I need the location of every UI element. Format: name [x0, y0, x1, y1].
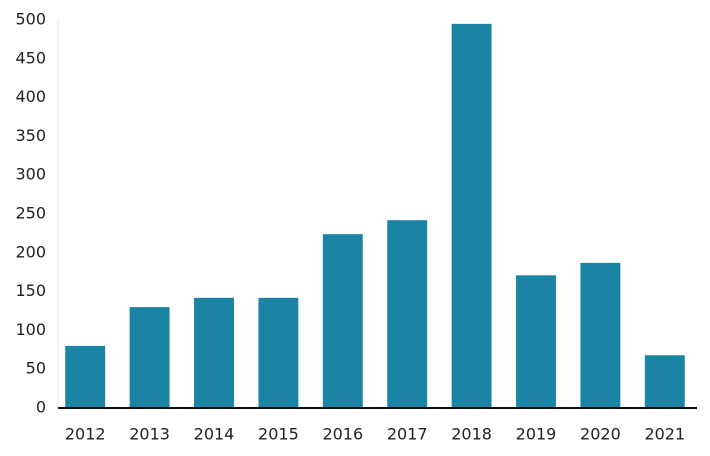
x-tick-label: 2015	[258, 425, 299, 444]
bar	[65, 345, 106, 408]
y-tick-label: 50	[26, 359, 46, 378]
y-tick-label: 200	[15, 242, 46, 261]
y-tick-label: 100	[15, 320, 46, 339]
y-tick-label: 400	[15, 87, 46, 106]
y-tick-label: 450	[15, 48, 46, 67]
x-tick-label: 2013	[129, 425, 170, 444]
x-tick-label: 2019	[516, 425, 557, 444]
x-tick-label: 2012	[65, 425, 106, 444]
y-tick-label: 500	[15, 10, 46, 29]
y-tick-label: 250	[15, 204, 46, 223]
bar	[194, 297, 234, 408]
x-tick-label: 2018	[451, 425, 492, 444]
bar	[258, 297, 299, 408]
bar	[516, 275, 556, 408]
bar	[644, 355, 685, 408]
bar	[322, 234, 363, 408]
bar	[580, 262, 621, 408]
x-tick-label: 2021	[644, 425, 685, 444]
bar	[387, 220, 428, 408]
y-tick-label: 150	[15, 281, 46, 300]
y-tick-label: 350	[15, 126, 46, 145]
x-tick-label: 2016	[322, 425, 363, 444]
y-tick-label: 0	[36, 398, 46, 417]
y-tick-label: 300	[15, 165, 46, 184]
x-tick-label: 2017	[387, 425, 428, 444]
bar	[451, 23, 492, 408]
x-tick-label: 2020	[580, 425, 621, 444]
bar	[129, 307, 170, 408]
x-tick-label: 2014	[194, 425, 235, 444]
